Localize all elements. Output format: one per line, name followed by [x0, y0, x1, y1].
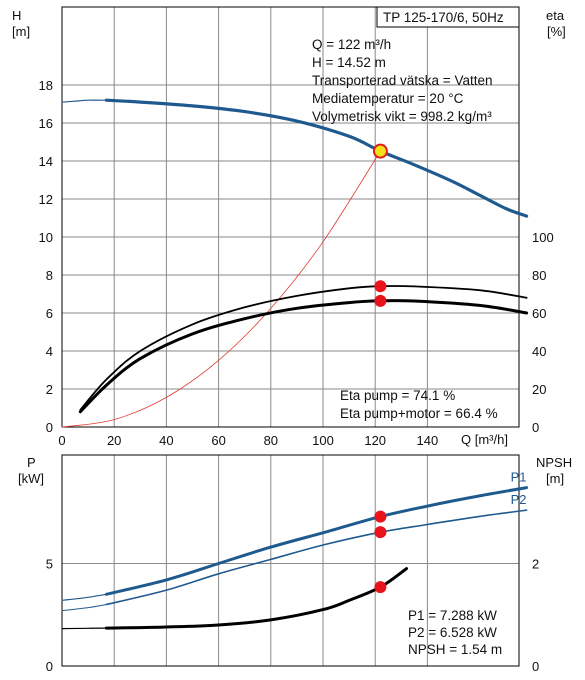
- h-tick-label: 0: [46, 420, 53, 435]
- x-tick-label: 140: [417, 433, 439, 448]
- x-tick-label: 80: [264, 433, 278, 448]
- q-axis-label: Q [m³/h]: [461, 432, 508, 447]
- x-tick-label: 40: [159, 433, 173, 448]
- h-tick-label: 10: [39, 230, 53, 245]
- system-curve-curve: [61, 150, 381, 428]
- p1-series-label: P1: [511, 470, 527, 485]
- p-tick-label: 0: [46, 659, 53, 674]
- info-line: Mediatemperatur = 20 °C: [312, 91, 464, 106]
- info-line: Q = 122 m³/h: [312, 37, 391, 52]
- npsh-axis-label: NPSH: [536, 455, 572, 470]
- eta-tick-label: 0: [532, 420, 539, 435]
- p2-marker: [374, 526, 387, 539]
- top-info-block: Q = 122 m³/h H = 14.52 m Transporterad vät…: [312, 37, 492, 124]
- eta-tick-label: 40: [532, 344, 546, 359]
- h-tick-label: 4: [46, 344, 53, 359]
- h-tick-label: 2: [46, 382, 53, 397]
- h-tick-label: 8: [46, 268, 53, 283]
- info-line: H = 14.52 m: [312, 55, 386, 70]
- x-tick-label: 100: [312, 433, 334, 448]
- eta-axis-label: eta: [546, 8, 565, 23]
- head-extension-curve: [61, 99, 107, 103]
- NPSH-curve: [104, 567, 408, 630]
- top-tick-labels: 0 20 40 60 80 100 120 1400246810121416180204060…: [39, 78, 554, 674]
- power-info-line: P2 = 6.528 kW: [408, 625, 497, 640]
- eta-axis-unit: [%]: [547, 24, 566, 39]
- eta-pump-curve: [79, 285, 528, 411]
- head-curve: [104, 98, 529, 218]
- x-tick-label: 20: [107, 433, 121, 448]
- eta-info-line: Eta pump = 74.1 %: [340, 388, 455, 403]
- x-tick-label: 120: [364, 433, 386, 448]
- top-plot-frame: [61, 6, 520, 428]
- bottom-plot-frame: [61, 454, 520, 667]
- p1-marker: [374, 510, 387, 523]
- P1-curve: [104, 486, 529, 596]
- eta-info-line: Eta pump+motor = 66.4 %: [340, 406, 498, 421]
- h-tick-label: 12: [39, 192, 53, 207]
- p-axis-label: P: [27, 455, 36, 470]
- p2-series-label: P2: [511, 492, 527, 507]
- h-tick-label: 16: [39, 116, 53, 131]
- h-tick-label: 6: [46, 306, 53, 321]
- bottom-grid: [62, 455, 519, 666]
- top-grid: [62, 7, 519, 427]
- P2-extension-curve: [61, 604, 107, 612]
- title-box: [376, 6, 520, 28]
- p-axis-unit: [kW]: [18, 471, 44, 486]
- eta-pump-motor-marker: [374, 294, 387, 307]
- p-tick-label: 5: [46, 557, 53, 572]
- eta-tick-label: 100: [532, 230, 554, 245]
- x-tick-label: 0: [58, 433, 65, 448]
- info-line: Volymetrisk vikt = 998.2 kg/m³: [312, 109, 492, 124]
- NPSH-extension-curve: [61, 627, 107, 630]
- eta-pump-marker: [374, 280, 387, 293]
- h-axis-label: H: [12, 8, 21, 23]
- npsh-tick-label: 0: [532, 659, 539, 674]
- h-tick-label: 18: [39, 78, 53, 93]
- power-info-line: P1 = 7.288 kW: [408, 608, 497, 623]
- eta-tick-label: 60: [532, 306, 546, 321]
- npsh-tick-label: 2: [532, 557, 539, 572]
- P1-extension-curve: [61, 593, 107, 601]
- info-line: Transporterad vätska = Vatten: [312, 73, 492, 88]
- chart-title: TP 125-170/6, 50Hz: [383, 10, 504, 25]
- top-series-group: [61, 98, 529, 428]
- eta-info-block: Eta pump = 74.1 % Eta pump+motor = 66.4 %: [340, 388, 498, 421]
- x-tick-label: 60: [211, 433, 225, 448]
- bottom-info-block: P1 = 7.288 kW P2 = 6.528 kW NPSH = 1.54 m: [408, 608, 502, 657]
- P2-curve: [105, 509, 528, 606]
- eta-tick-label: 80: [532, 268, 546, 283]
- power-info-line: NPSH = 1.54 m: [408, 642, 502, 657]
- npsh-axis-unit: [m]: [546, 471, 564, 486]
- npsh-marker: [374, 581, 387, 594]
- eta-pump-motor-curve: [78, 299, 529, 414]
- h-tick-label: 14: [39, 154, 53, 169]
- duty-point-marker: [372, 143, 388, 159]
- h-axis-unit: [m]: [12, 24, 30, 39]
- eta-tick-label: 20: [532, 382, 546, 397]
